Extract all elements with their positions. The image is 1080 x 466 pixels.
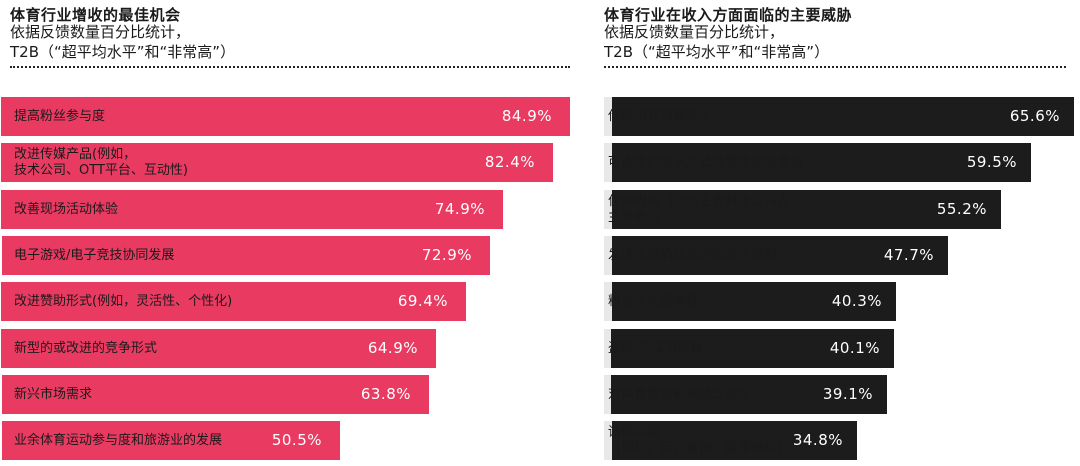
bar-row: 改进传媒产品(例如， 技术公司、OTT平台、互动性) 82.4% bbox=[1, 143, 553, 182]
bar-value-label: 82.4% bbox=[484, 153, 535, 171]
bar-label: 新兴市场需求 bbox=[14, 375, 92, 414]
bar-label-line: 改进传媒产品(例如， bbox=[14, 146, 137, 162]
bar-value-label: 40.1% bbox=[829, 339, 880, 357]
bar-row: 发达市场的体育内容趋于饱和 47.7% bbox=[604, 236, 948, 275]
bar-value-label: 34.8% bbox=[792, 431, 843, 449]
bar-value-label: 47.7% bbox=[883, 246, 934, 264]
bar-label-line: 提高粉丝参与度 bbox=[14, 108, 106, 124]
bar-label-line: 可选择的娱乐方式及受欢迎度增加 bbox=[608, 154, 804, 170]
dotted-divider bbox=[604, 66, 1066, 68]
bar bbox=[2, 421, 340, 460]
bar-value-label: 69.4% bbox=[397, 292, 448, 310]
bar-row: 盗版/非法流媒体 40.1% bbox=[604, 329, 894, 368]
bar-row: 提高粉丝参与度 84.9% bbox=[1, 97, 570, 136]
bar-row: 业余体育运动参与度和旅游业的发展 50.5% bbox=[2, 421, 340, 460]
bar-label-line: 改善现场活动体验 bbox=[14, 201, 119, 217]
bar-label: 传统电视消费减少 bbox=[608, 97, 712, 136]
bar-row: 传统电视消费减少 65.6% bbox=[604, 97, 1074, 136]
bar-label-line: 主导地位 bbox=[608, 209, 661, 225]
bar-label-line: 发达市场的体育内容趋于饱和 bbox=[608, 247, 778, 263]
bar bbox=[612, 97, 1074, 136]
bar-label: 新型的或改进的竞争形式 bbox=[14, 329, 157, 368]
chart-subtitle-line: 依据反馈数量百分比统计， bbox=[604, 23, 785, 41]
bar-value-label: 74.9% bbox=[434, 200, 485, 218]
right-chart-panel: 体育行业在收入方面面临的主要威胁 依据反馈数量百分比统计， T2B（“超平均水平… bbox=[604, 0, 1074, 466]
chart-subtitle-line: T2B（“超平均水平”和“非常高”） bbox=[604, 43, 830, 61]
bar-label-line: 业余体育运动参与度和旅游业的发展 bbox=[14, 432, 223, 448]
bar-row: 电子游戏/电子竞技协同发展 72.9% bbox=[2, 236, 490, 275]
bar bbox=[612, 236, 948, 275]
bar bbox=[2, 375, 429, 414]
bar-label: 提高粉丝参与度 bbox=[14, 97, 105, 136]
bar-row: 诚信问题 （例如，反兴奋剂、赛事操纵） 34.8% bbox=[604, 421, 857, 460]
bar-label-line: 新型的或改进的竞争形式 bbox=[14, 340, 158, 356]
bar-row: 改善现场活动体验 74.9% bbox=[1, 190, 503, 229]
bar-label-line: 诚信问题 bbox=[608, 424, 661, 440]
bar-label-line: 传统电视消费减少 bbox=[608, 108, 713, 124]
chart-subtitle-line: T2B（“超平均水平”和“非常高”） bbox=[10, 43, 236, 61]
chart-subtitle: 依据反馈数量百分比统计， T2B（“超平均水平”和“非常高”） bbox=[604, 22, 829, 62]
bar-label: 对体育监管机构缺乏信任 bbox=[608, 375, 751, 414]
bar-row: 新兴市场需求 63.8% bbox=[2, 375, 429, 414]
bar bbox=[1, 97, 570, 136]
bar-row: 改进赞助形式(例如，灵活性、个性化) 69.4% bbox=[1, 282, 466, 321]
bar-label-line: 盗版/非法流媒体 bbox=[608, 340, 704, 356]
bar-label-line: 对体育监管机构缺乏信任 bbox=[608, 386, 752, 402]
bar bbox=[612, 282, 896, 321]
chart-subtitle: 依据反馈数量百分比统计， T2B（“超平均水平”和“非常高”） bbox=[10, 22, 235, 62]
bar-label: 可选择的娱乐方式及受欢迎度增加 bbox=[608, 143, 803, 182]
bar-label: 业余体育运动参与度和旅游业的发展 bbox=[14, 421, 222, 460]
bar-value-label: 84.9% bbox=[501, 107, 552, 125]
bar-row: 对体育监管机构缺乏信任 39.1% bbox=[604, 375, 887, 414]
bar-value-label: 39.1% bbox=[822, 385, 873, 403]
bar-value-label: 55.2% bbox=[936, 200, 987, 218]
bar-label: 发达市场的体育内容趋于饱和 bbox=[608, 236, 777, 275]
bar-label: 盗版/非法流媒体 bbox=[608, 329, 703, 368]
bar-label: 电子游戏/电子竞技协同发展 bbox=[14, 236, 174, 275]
bar bbox=[1, 329, 436, 368]
bar-label: 改进传媒产品(例如， 技术公司、OTT平台、互动性) bbox=[14, 143, 188, 182]
bar-label: 改善现场活动体验 bbox=[14, 190, 118, 229]
bar-row: 粉丝忠实度降低 40.3% bbox=[604, 282, 896, 321]
bar bbox=[611, 375, 887, 414]
bar bbox=[612, 421, 857, 460]
bar-value-label: 65.6% bbox=[1009, 107, 1060, 125]
bar bbox=[1, 143, 553, 182]
bar-label-line: 作为内容门户的主要科技公司占 bbox=[608, 193, 791, 209]
bar bbox=[2, 236, 490, 275]
bar-label-line: 粉丝忠实度降低 bbox=[608, 293, 700, 309]
bar bbox=[612, 143, 1031, 182]
bar bbox=[1, 190, 503, 229]
bar-label: 改进赞助形式(例如，灵活性、个性化) bbox=[14, 282, 232, 321]
chart-title: 体育行业在收入方面面临的主要威胁 bbox=[604, 6, 853, 24]
bar-label-line: 新兴市场需求 bbox=[14, 386, 93, 402]
bar bbox=[611, 329, 894, 368]
bar-row: 可选择的娱乐方式及受欢迎度增加 59.5% bbox=[604, 143, 1031, 182]
bar-value-label: 50.5% bbox=[271, 431, 322, 449]
bar-value-label: 63.8% bbox=[360, 385, 411, 403]
bar-label: 粉丝忠实度降低 bbox=[608, 282, 699, 321]
bar-value-label: 40.3% bbox=[831, 292, 882, 310]
bar-label-line: 改进赞助形式(例如，灵活性、个性化) bbox=[14, 293, 233, 309]
bar-row: 新型的或改进的竞争形式 64.9% bbox=[1, 329, 436, 368]
bar-label: 作为内容门户的主要科技公司占 主导地位 bbox=[608, 190, 790, 229]
bar-value-label: 72.9% bbox=[421, 246, 472, 264]
chart-title: 体育行业增收的最佳机会 bbox=[10, 6, 181, 24]
dotted-divider bbox=[10, 66, 570, 68]
bar-label-line: （例如，反兴奋剂、赛事操纵） bbox=[608, 440, 791, 456]
bar-row: 作为内容门户的主要科技公司占 主导地位 55.2% bbox=[604, 190, 1001, 229]
bar bbox=[612, 190, 1001, 229]
bar-label-line: 电子游戏/电子竞技协同发展 bbox=[14, 247, 175, 263]
bar-label-line: 技术公司、OTT平台、互动性) bbox=[14, 162, 188, 178]
bar-label: 诚信问题 （例如，反兴奋剂、赛事操纵） bbox=[608, 421, 790, 460]
bar-value-label: 64.9% bbox=[367, 339, 418, 357]
left-chart-panel: 体育行业增收的最佳机会 依据反馈数量百分比统计， T2B（“超平均水平”和“非常… bbox=[1, 0, 570, 466]
chart-subtitle-line: 依据反馈数量百分比统计， bbox=[10, 23, 191, 41]
bar bbox=[1, 282, 466, 321]
bar-value-label: 59.5% bbox=[966, 153, 1017, 171]
